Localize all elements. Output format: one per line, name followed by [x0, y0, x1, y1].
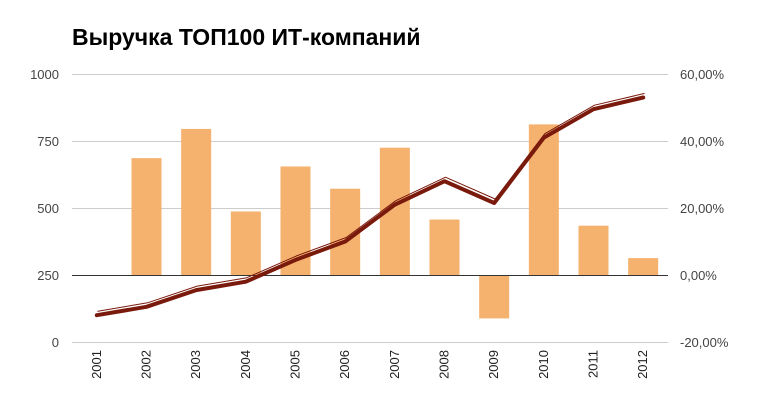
bar-2002	[131, 158, 162, 275]
line-point-2002	[145, 305, 148, 309]
line-point-2008	[443, 179, 446, 183]
category-label: 2012	[635, 350, 650, 379]
right-tick-label: 0,00%	[680, 268, 717, 283]
category-label: 2004	[238, 350, 253, 379]
category-label: 2011	[586, 350, 601, 378]
bar-2010	[528, 124, 559, 275]
line-point-2010	[542, 136, 546, 140]
right-tick-label: 60,00%	[680, 67, 725, 82]
line-point-2001	[95, 313, 99, 317]
category-label: 2008	[437, 350, 452, 379]
bar-2004	[230, 211, 261, 275]
line-point-2009	[492, 201, 496, 205]
left-tick-label: 250	[37, 268, 59, 283]
category-label: 2006	[337, 350, 352, 379]
line-point-2011	[592, 107, 595, 111]
line-point-2005	[294, 258, 297, 262]
right-tick-label: 20,00%	[680, 201, 725, 216]
line-series-path	[94, 95, 646, 318]
category-label: 2002	[139, 350, 154, 379]
bar-2009	[479, 275, 510, 319]
left-tick-label: 1000	[30, 67, 59, 82]
category-label: 2001	[89, 350, 104, 379]
category-label: 2009	[486, 350, 501, 379]
line-point-2012	[641, 95, 645, 99]
right-tick-label: -20,00%	[680, 335, 729, 350]
bar-2008	[429, 219, 460, 275]
line-point-2004	[244, 280, 248, 284]
chart-title: Выручка ТОП100 ИТ-компаний	[72, 24, 421, 50]
bar-2011	[578, 225, 609, 275]
line-series	[94, 93, 646, 318]
x-axis: 2001 2002 2003 2004 2005 2006 2007 2008 2009 2010…	[89, 350, 650, 379]
line-point-2003	[194, 288, 198, 292]
category-label: 2003	[188, 350, 203, 379]
left-tick-label: 500	[37, 201, 59, 216]
line-point-2007	[393, 203, 397, 207]
left-tick-label: 0	[52, 335, 59, 350]
right-axis: -20,00% 0,00% 20,00% 40,00% 60,00%	[680, 67, 729, 350]
line-point-2006	[343, 240, 347, 243]
line-series-shadow	[97, 93, 645, 312]
bar-2012	[628, 258, 659, 275]
left-axis: 0 250 500 750 1000	[30, 67, 59, 350]
bar-series	[131, 124, 659, 319]
left-tick-label: 750	[37, 134, 59, 149]
category-label: 2007	[387, 350, 402, 379]
right-tick-label: 40,00%	[680, 134, 725, 149]
bar-2003	[181, 128, 212, 275]
category-label: 2010	[536, 350, 551, 379]
category-label: 2005	[288, 350, 303, 379]
